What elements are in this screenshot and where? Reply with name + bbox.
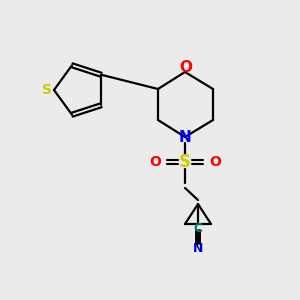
Text: N: N xyxy=(178,130,191,146)
Text: N: N xyxy=(193,242,203,254)
Text: S: S xyxy=(179,153,191,171)
Text: C: C xyxy=(194,221,202,235)
Text: S: S xyxy=(42,83,52,97)
Text: O: O xyxy=(149,155,161,169)
Text: O: O xyxy=(179,59,193,74)
Text: O: O xyxy=(209,155,221,169)
